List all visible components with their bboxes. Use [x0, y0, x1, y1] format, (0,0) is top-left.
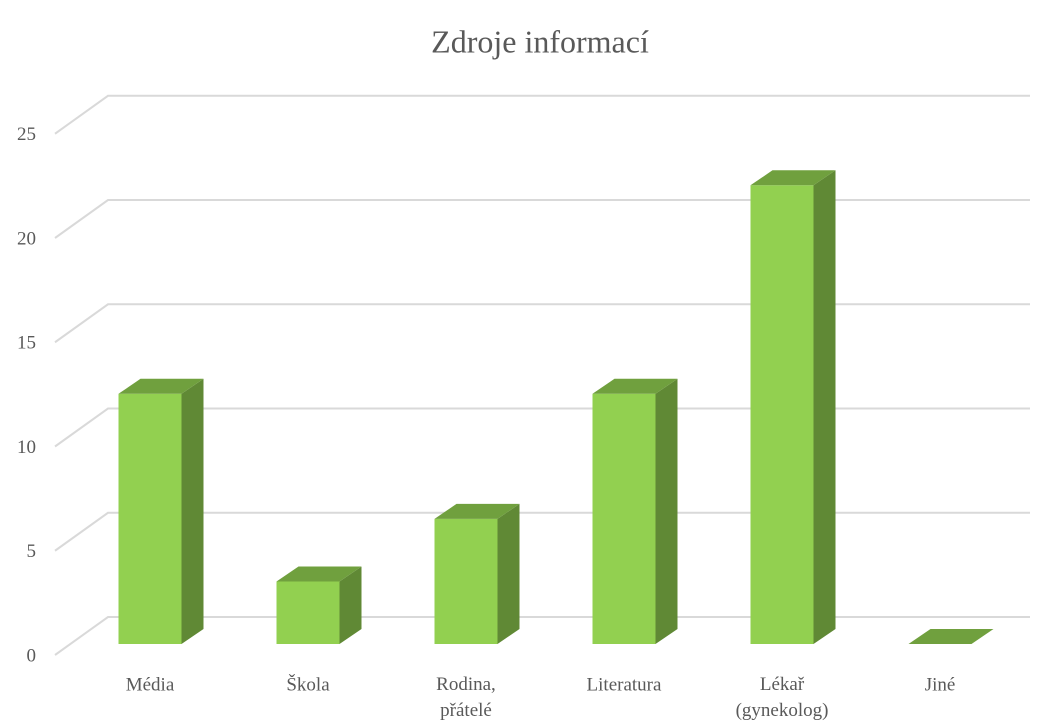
grid-line: [54, 94, 1030, 135]
bar-top: [276, 566, 362, 582]
y-tick-label: 5: [27, 541, 37, 562]
bar-top: [908, 629, 994, 644]
x-tick-label: Jiné: [925, 674, 956, 695]
bar: [750, 170, 836, 645]
chart-title: Zdroje informací: [431, 23, 649, 59]
grid-line: [54, 407, 1030, 448]
bar-top: [434, 503, 520, 519]
bar-front: [750, 185, 814, 645]
grid-line: [54, 199, 1030, 239]
y-tick-label: 15: [17, 333, 36, 354]
y-tick-label: 20: [17, 228, 36, 249]
x-tick-label: Rodina, přátelé: [436, 674, 496, 721]
grid-line: [54, 303, 1030, 344]
y-tick-label: 0: [27, 645, 37, 666]
x-tick-label: Lékař (gynekolog): [736, 674, 829, 721]
bar-side: [181, 378, 204, 644]
bar-front: [276, 581, 340, 644]
x-tick-label: Škola: [286, 673, 330, 695]
bar-front: [118, 393, 182, 644]
bar: [592, 378, 678, 644]
bar: [118, 378, 204, 644]
bar: [434, 503, 520, 644]
bar-side: [339, 566, 362, 644]
bar: [908, 629, 994, 644]
x-tick-label: Literatura: [587, 674, 662, 695]
bar-front: [434, 518, 498, 644]
grid-line: [54, 616, 1030, 656]
bar-front: [592, 393, 656, 644]
bar-top: [118, 378, 204, 394]
bar-side: [655, 378, 678, 644]
bar: [276, 566, 362, 644]
x-tick-label: Média: [126, 674, 175, 695]
bar-side: [813, 170, 836, 645]
bar-top: [592, 378, 678, 394]
bar-side: [497, 503, 520, 644]
grid-line: [54, 511, 1030, 552]
bar-top: [750, 170, 836, 186]
y-tick-label: 25: [17, 124, 36, 145]
y-tick-label: 10: [17, 437, 36, 458]
